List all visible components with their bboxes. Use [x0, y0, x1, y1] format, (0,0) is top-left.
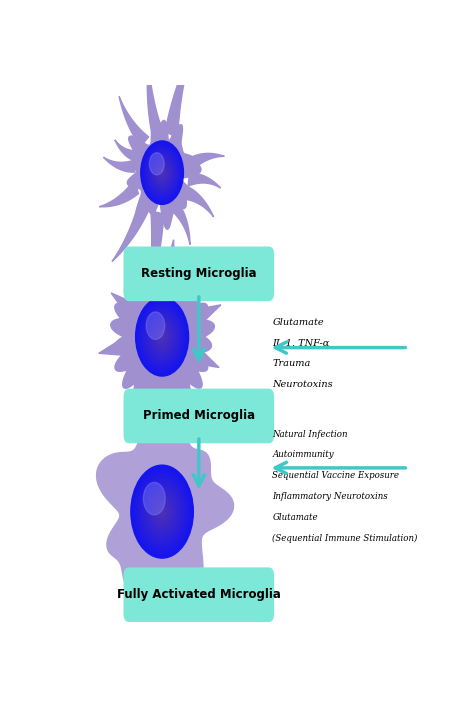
Circle shape	[147, 315, 177, 359]
Text: Neurotoxins: Neurotoxins	[272, 380, 333, 389]
Circle shape	[154, 325, 170, 349]
Circle shape	[153, 498, 172, 525]
Polygon shape	[147, 58, 163, 134]
Circle shape	[146, 312, 165, 339]
Circle shape	[145, 311, 179, 362]
Text: Glutamate: Glutamate	[272, 317, 324, 327]
Circle shape	[153, 158, 172, 187]
Circle shape	[155, 162, 170, 184]
Circle shape	[157, 165, 167, 180]
Circle shape	[146, 488, 178, 535]
Circle shape	[145, 147, 179, 198]
Circle shape	[149, 153, 175, 192]
Circle shape	[143, 484, 181, 540]
Circle shape	[136, 297, 189, 376]
Circle shape	[150, 155, 174, 190]
Polygon shape	[165, 48, 192, 138]
Polygon shape	[188, 173, 221, 188]
Polygon shape	[199, 351, 219, 368]
Polygon shape	[164, 240, 175, 279]
FancyBboxPatch shape	[124, 388, 274, 443]
Circle shape	[145, 486, 179, 537]
Circle shape	[161, 171, 163, 174]
Polygon shape	[103, 158, 136, 172]
Circle shape	[132, 467, 192, 556]
Circle shape	[143, 144, 181, 201]
Text: Trauma: Trauma	[272, 359, 310, 368]
Circle shape	[151, 496, 173, 528]
Polygon shape	[112, 198, 149, 261]
FancyBboxPatch shape	[124, 246, 274, 301]
Polygon shape	[99, 180, 138, 207]
Circle shape	[146, 149, 178, 197]
Circle shape	[142, 143, 182, 203]
Text: Resting Microglia: Resting Microglia	[141, 267, 256, 280]
Polygon shape	[111, 262, 214, 415]
Circle shape	[144, 309, 181, 364]
Circle shape	[139, 477, 185, 547]
Polygon shape	[128, 121, 201, 229]
Polygon shape	[183, 187, 214, 217]
Text: Sequential Vaccine Exposure: Sequential Vaccine Exposure	[272, 471, 399, 480]
Circle shape	[159, 507, 165, 516]
Text: Fully Activated Microglia: Fully Activated Microglia	[117, 588, 281, 601]
Circle shape	[140, 303, 184, 370]
Text: Natural Infection: Natural Infection	[272, 430, 348, 439]
Polygon shape	[172, 204, 190, 245]
Circle shape	[148, 152, 176, 193]
Circle shape	[141, 305, 183, 368]
Circle shape	[157, 329, 167, 344]
Polygon shape	[99, 339, 123, 355]
Text: Autoimmunity: Autoimmunity	[272, 450, 334, 459]
Circle shape	[149, 153, 164, 175]
Circle shape	[159, 168, 165, 178]
Circle shape	[155, 500, 170, 523]
Circle shape	[155, 327, 169, 346]
Circle shape	[144, 146, 180, 200]
Circle shape	[156, 163, 168, 182]
Polygon shape	[97, 427, 234, 601]
Circle shape	[153, 323, 172, 351]
Circle shape	[150, 493, 174, 530]
Circle shape	[158, 331, 166, 343]
Circle shape	[143, 482, 165, 515]
Circle shape	[154, 160, 171, 185]
Circle shape	[152, 157, 173, 189]
Circle shape	[156, 503, 168, 521]
Circle shape	[137, 474, 187, 549]
Circle shape	[141, 141, 183, 204]
Circle shape	[149, 317, 175, 356]
Circle shape	[152, 321, 173, 352]
Circle shape	[137, 300, 187, 374]
Circle shape	[147, 151, 177, 195]
Circle shape	[136, 472, 189, 551]
Circle shape	[160, 170, 164, 176]
Circle shape	[161, 334, 164, 339]
FancyBboxPatch shape	[124, 567, 274, 622]
Circle shape	[148, 491, 176, 532]
Polygon shape	[188, 153, 224, 173]
Circle shape	[157, 505, 167, 518]
Circle shape	[142, 307, 182, 366]
Text: IL-1, TNF-α: IL-1, TNF-α	[272, 339, 330, 347]
Circle shape	[138, 301, 186, 372]
Circle shape	[150, 319, 174, 354]
Polygon shape	[146, 211, 164, 308]
Polygon shape	[115, 140, 139, 161]
Circle shape	[146, 313, 178, 360]
Text: Glutamate: Glutamate	[272, 513, 318, 522]
Circle shape	[161, 509, 164, 514]
Text: Inflammatory Neurotoxins: Inflammatory Neurotoxins	[272, 492, 388, 501]
Circle shape	[134, 470, 190, 554]
Circle shape	[140, 479, 184, 544]
Circle shape	[159, 333, 165, 341]
Polygon shape	[119, 97, 149, 147]
Polygon shape	[198, 305, 221, 323]
Circle shape	[158, 166, 166, 179]
Text: Primed Microglia: Primed Microglia	[143, 410, 255, 422]
Text: (Sequential Immune Stimulation): (Sequential Immune Stimulation)	[272, 533, 418, 542]
Circle shape	[131, 465, 193, 558]
Polygon shape	[111, 293, 129, 312]
Circle shape	[142, 481, 182, 542]
